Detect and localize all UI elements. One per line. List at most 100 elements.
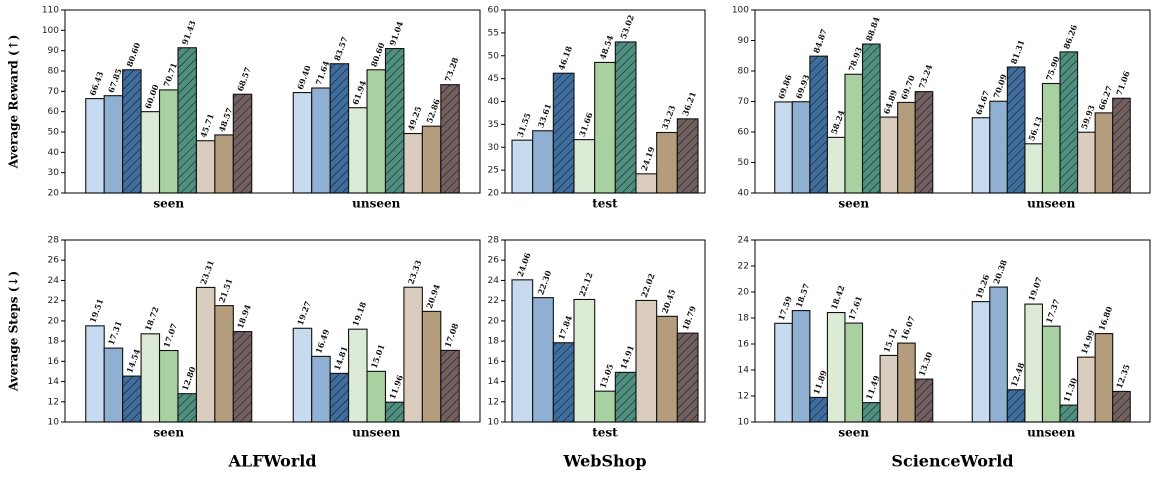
value-label: 19.26 <box>973 273 991 300</box>
y-tick-label: 14 <box>488 377 500 387</box>
y-tick-label: 60 <box>488 6 500 16</box>
value-label: 12.35 <box>1114 363 1132 390</box>
y-tick-label: 10 <box>738 418 750 428</box>
value-label: 66.43 <box>87 70 105 97</box>
value-label: 19.51 <box>87 297 105 324</box>
value-label: 70.09 <box>991 72 1009 99</box>
y-tick-label: 100 <box>732 6 749 16</box>
value-label: 12.48 <box>1009 361 1027 388</box>
bar <box>384 401 405 423</box>
value-label: 48.57 <box>216 106 234 133</box>
value-label: 86.26 <box>1061 23 1079 50</box>
y-axis-label: Average Steps (↓) <box>7 271 21 392</box>
bar <box>329 372 350 423</box>
bar <box>879 116 899 194</box>
y-tick-label: 60 <box>738 128 750 138</box>
value-label: 22.12 <box>577 271 595 298</box>
value-label: 19.18 <box>350 300 368 327</box>
bar <box>861 43 881 194</box>
y-tick-label: 30 <box>48 168 60 178</box>
bar <box>311 87 331 194</box>
bar <box>897 101 916 194</box>
value-label: 81.31 <box>1009 38 1027 65</box>
value-label: 20.45 <box>659 288 677 315</box>
y-tick-label: 40 <box>738 189 750 199</box>
value-label: 20.38 <box>991 258 1009 285</box>
value-label: 18.79 <box>680 304 698 331</box>
bar <box>989 100 1008 194</box>
bar <box>676 332 699 423</box>
value-label: 52.86 <box>424 97 442 124</box>
value-label: 33.61 <box>535 102 553 129</box>
x-tick-label: seen <box>153 426 184 440</box>
value-label: 17.84 <box>556 314 574 341</box>
bar <box>103 347 124 423</box>
value-label: 18.94 <box>235 303 253 330</box>
y-tick-label: 20 <box>488 316 500 326</box>
y-tick-label: 20 <box>48 316 60 326</box>
value-label: 16.80 <box>1096 305 1114 332</box>
bar <box>511 279 534 423</box>
value-label: 20.94 <box>424 282 442 309</box>
bar <box>635 299 658 423</box>
value-label: 11.96 <box>387 373 405 400</box>
bar <box>85 98 105 194</box>
value-label: 14.99 <box>1079 328 1097 355</box>
value-label: 15.01 <box>369 343 387 370</box>
bar <box>421 125 442 194</box>
bar <box>348 107 368 194</box>
axes-frame <box>504 239 706 423</box>
value-label: 59.93 <box>1079 103 1097 130</box>
bar <box>1112 390 1131 423</box>
bar <box>914 91 934 194</box>
bar <box>214 134 234 194</box>
bar <box>232 93 253 194</box>
y-tick-label: 40 <box>488 97 500 107</box>
x-tick-label: unseen <box>1027 197 1075 211</box>
y-tick-label: 20 <box>48 189 60 199</box>
value-label: 23.31 <box>198 259 216 286</box>
value-label: 16.49 <box>313 327 331 354</box>
value-label: 48.54 <box>597 33 615 60</box>
value-label: 11.89 <box>811 368 829 395</box>
value-label: 53.02 <box>618 13 636 40</box>
value-label: 18.57 <box>793 282 811 309</box>
y-tick-label: 16 <box>738 340 750 350</box>
value-label: 17.61 <box>846 294 864 321</box>
value-label: 46.18 <box>556 44 574 71</box>
bar <box>440 349 460 423</box>
value-label: 12.80 <box>180 365 198 392</box>
y-tick-label: 12 <box>488 397 499 407</box>
y-tick-label: 12 <box>48 397 59 407</box>
value-label: 58.24 <box>829 108 847 135</box>
value-label: 66.27 <box>1096 84 1114 111</box>
y-tick-label: 22 <box>738 262 749 272</box>
y-tick-label: 90 <box>738 36 750 46</box>
bar <box>573 139 596 194</box>
value-label: 18.42 <box>829 284 847 311</box>
value-label: 17.07 <box>161 322 179 349</box>
column-title: ALFWorld <box>227 452 316 471</box>
y-tick-label: 18 <box>738 314 750 324</box>
bar <box>292 92 313 194</box>
value-label: 61.94 <box>350 79 368 106</box>
value-label: 91.43 <box>180 19 198 46</box>
x-tick-label: unseen <box>1027 426 1075 440</box>
axes-frame <box>754 239 1151 423</box>
x-tick-label: test <box>592 197 618 211</box>
bar <box>861 402 881 423</box>
bar <box>1041 82 1061 194</box>
column-title: ScienceWorld <box>891 452 1013 471</box>
y-tick-label: 22 <box>488 296 499 306</box>
value-label: 91.04 <box>387 20 405 47</box>
bar <box>366 69 387 194</box>
y-tick-label: 70 <box>48 87 60 97</box>
y-tick-label: 14 <box>738 366 750 376</box>
value-label: 56.13 <box>1026 115 1044 142</box>
y-tick-label: 80 <box>738 67 750 77</box>
y-tick-label: 20 <box>738 288 750 298</box>
y-tick-label: 110 <box>42 6 59 16</box>
bar <box>195 140 216 194</box>
bar <box>403 132 423 194</box>
value-label: 33.23 <box>659 103 677 130</box>
